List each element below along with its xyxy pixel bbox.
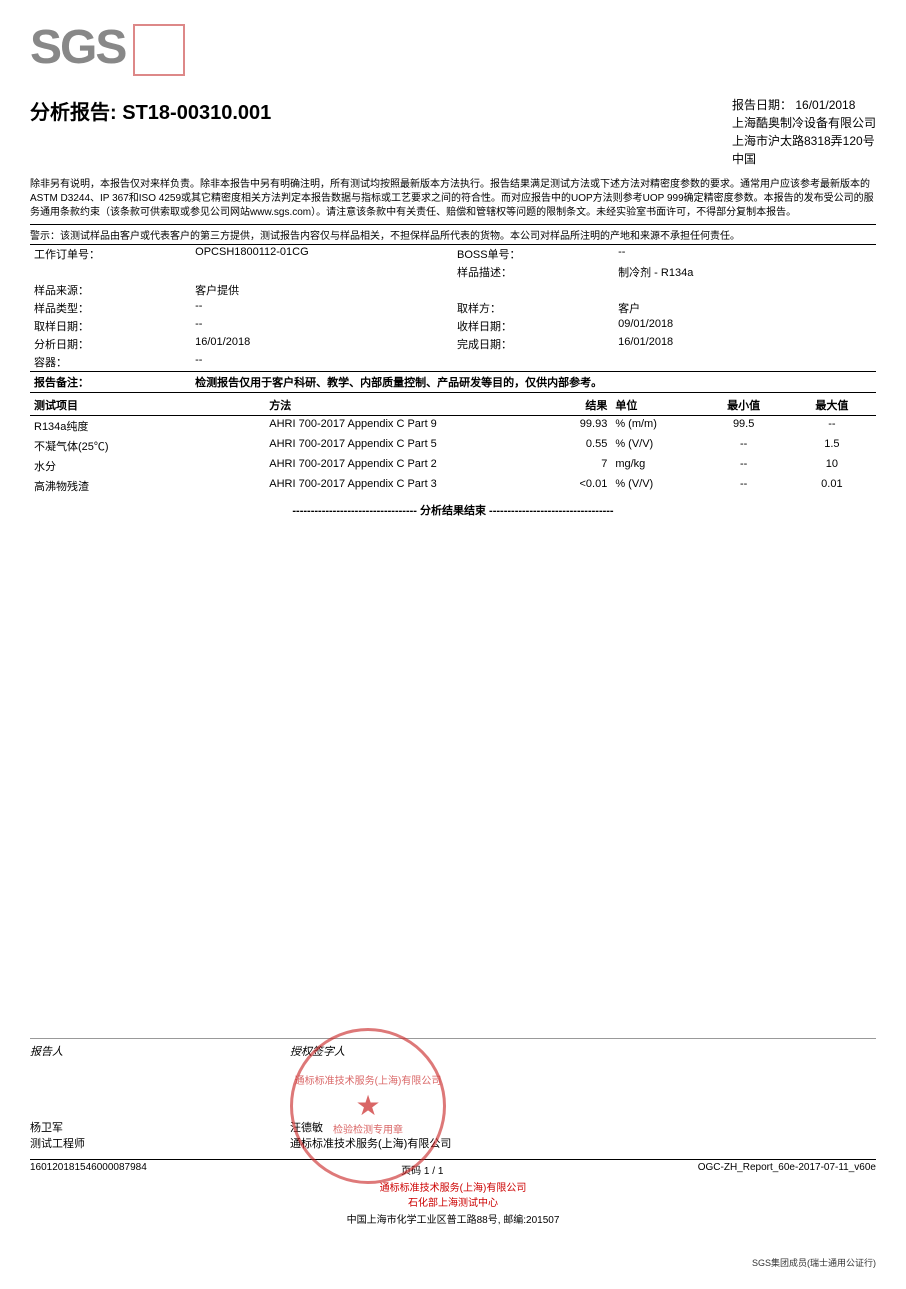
- table-row: 高沸物残渣AHRI 700-2017 Appendix C Part 3<0.0…: [30, 476, 876, 496]
- analysis-date-value: 16/01/2018: [191, 335, 453, 353]
- container-label: 容器：: [30, 353, 191, 372]
- col-unit-header: 单位: [611, 395, 699, 416]
- header-right: 报告日期： 16/01/2018 上海酷奥制冷设备有限公司 上海市沪太路8318…: [732, 96, 876, 168]
- cell-result: 99.93: [523, 416, 611, 437]
- sampler-value: 客户: [614, 299, 876, 317]
- boss-label: BOSS单号：: [453, 245, 614, 263]
- cell-item: 高沸物残渣: [30, 476, 265, 496]
- col-item-header: 测试项目: [30, 395, 265, 416]
- cell-item: R134a纯度: [30, 416, 265, 437]
- title-label: 分析报告:: [30, 102, 117, 124]
- red-line1: 通标标准技术服务(上海)有限公司: [380, 1183, 527, 1194]
- table-row: R134a纯度AHRI 700-2017 Appendix C Part 999…: [30, 416, 876, 437]
- cell-min: 99.5: [700, 416, 788, 437]
- cell-method: AHRI 700-2017 Appendix C Part 5: [265, 436, 523, 456]
- corner-text: SGS集团成员(瑞士通用公证行): [30, 1256, 876, 1269]
- receive-date-label: 收样日期：: [453, 317, 614, 335]
- complete-date-value: 16/01/2018: [614, 335, 876, 353]
- results-table: 测试项目 方法 结果 单位 最小值 最大值 R134a纯度AHRI 700-20…: [30, 395, 876, 496]
- col-result-header: 结果: [523, 395, 611, 416]
- cell-min: --: [700, 476, 788, 496]
- reporter-title: 测试工程师: [30, 1135, 290, 1151]
- source-label: 样品来源：: [30, 281, 191, 299]
- report-number: ST18-00310.001: [122, 102, 271, 124]
- container-value: --: [191, 353, 453, 372]
- company-name: 上海酷奥制冷设备有限公司: [732, 114, 876, 132]
- cell-method: AHRI 700-2017 Appendix C Part 9: [265, 416, 523, 437]
- page-number: 页码 1 / 1: [401, 1162, 443, 1177]
- signer-label: 授权签字人: [290, 1043, 876, 1059]
- col-max-header: 最大值: [788, 395, 876, 416]
- red-line2: 石化部上海测试中心: [408, 1198, 498, 1209]
- cell-result: 7: [523, 456, 611, 476]
- warning-text: 警示：该测试样品由客户或代表客户的第三方提供，测试报告内容仅与样品相关，不担保样…: [30, 224, 876, 245]
- end-of-results: ---------------------------------- 分析结果结…: [30, 502, 876, 518]
- sampler-label: 取样方：: [453, 299, 614, 317]
- disclaimer-text: 除非另有说明，本报告仅对来样负责。除非本报告中另有明确注明，所有测试均按照最新版…: [30, 178, 876, 220]
- date-label: 报告日期：: [732, 98, 792, 112]
- cell-unit: % (V/V): [611, 436, 699, 456]
- report-title: 分析报告: ST18-00310.001: [30, 96, 271, 125]
- footer: 报告人 杨卫军 测试工程师 授权签字人 汪德敏 通标标准技术服务(上海)有限公司…: [30, 1038, 876, 1269]
- info-table: 工作订单号： OPCSH1800112-01CG BOSS单号： -- 样品描述…: [30, 245, 876, 393]
- work-order-value: OPCSH1800112-01CG: [191, 245, 453, 263]
- table-row: 水分AHRI 700-2017 Appendix C Part 27mg/kg-…: [30, 456, 876, 476]
- doc-ref: OGC-ZH_Report_60e-2017-07-11_v60e: [698, 1162, 876, 1177]
- cell-min: --: [700, 456, 788, 476]
- type-label: 样品类型：: [30, 299, 191, 317]
- reporter-label: 报告人: [30, 1043, 290, 1059]
- cell-method: AHRI 700-2017 Appendix C Part 2: [265, 456, 523, 476]
- cell-max: --: [788, 416, 876, 437]
- source-value: 客户提供: [191, 281, 453, 299]
- remark-label: 报告备注：: [30, 372, 191, 393]
- col-min-header: 最小值: [700, 395, 788, 416]
- table-row: 不凝气体(25℃)AHRI 700-2017 Appendix C Part 5…: [30, 436, 876, 456]
- col-method-header: 方法: [265, 395, 523, 416]
- boss-value: --: [614, 245, 876, 263]
- cell-method: AHRI 700-2017 Appendix C Part 3: [265, 476, 523, 496]
- footer-address: 中国上海市化学工业区普工路88号, 邮编:201507: [30, 1211, 876, 1226]
- sample-date-value: --: [191, 317, 453, 335]
- cell-item: 不凝气体(25℃): [30, 436, 265, 456]
- report-date: 16/01/2018: [795, 98, 855, 112]
- cell-unit: % (V/V): [611, 476, 699, 496]
- cell-item: 水分: [30, 456, 265, 476]
- sample-date-label: 取样日期：: [30, 317, 191, 335]
- signer-name: 汪德敏: [290, 1119, 876, 1135]
- receive-date-value: 09/01/2018: [614, 317, 876, 335]
- cell-result: <0.01: [523, 476, 611, 496]
- sample-desc-value: 制冷剂 - R134a: [614, 263, 876, 281]
- barcode-number: 160120181546000087984: [30, 1162, 147, 1177]
- work-order-label: 工作订单号：: [30, 245, 191, 263]
- header: 分析报告: ST18-00310.001 报告日期： 16/01/2018 上海…: [30, 96, 876, 168]
- cell-unit: mg/kg: [611, 456, 699, 476]
- reporter-name: 杨卫军: [30, 1119, 290, 1135]
- sample-desc-label: 样品描述：: [453, 263, 614, 281]
- cell-result: 0.55: [523, 436, 611, 456]
- company-address: 上海市沪太路8318弄120号: [732, 132, 876, 150]
- remark-value: 检测报告仅用于客户科研、教学、内部质量控制、产品研发等目的，仅供内部参考。: [191, 372, 876, 393]
- cell-max: 1.5: [788, 436, 876, 456]
- cell-max: 0.01: [788, 476, 876, 496]
- type-value: --: [191, 299, 453, 317]
- cell-unit: % (m/m): [611, 416, 699, 437]
- complete-date-label: 完成日期：: [453, 335, 614, 353]
- signer-org: 通标标准技术服务(上海)有限公司: [290, 1135, 876, 1151]
- analysis-date-label: 分析日期：: [30, 335, 191, 353]
- cell-min: --: [700, 436, 788, 456]
- cell-max: 10: [788, 456, 876, 476]
- company-country: 中国: [732, 150, 876, 168]
- sgs-logo: SGS: [30, 20, 876, 76]
